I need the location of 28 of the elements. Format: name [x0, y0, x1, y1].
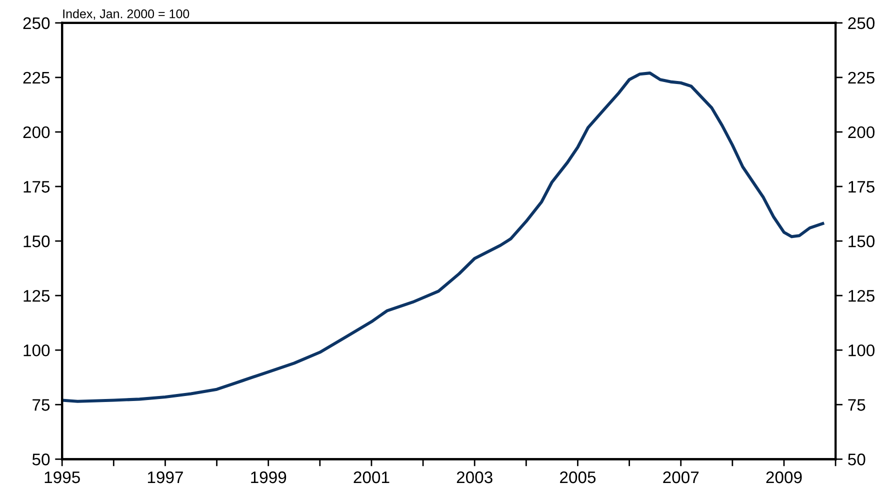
y2-tick-label: 225 [848, 72, 874, 84]
y2-tick-label: 125 [848, 290, 874, 302]
y2-tick-label: 50 [848, 454, 866, 466]
y-tick-label: 50 [32, 454, 50, 466]
y2-tick-label: 75 [848, 399, 866, 411]
y-tick-label: 200 [23, 126, 50, 138]
y-tick-label: 125 [24, 290, 50, 302]
x-tick-label: 2001 [354, 471, 390, 484]
y-tick-label: 75 [32, 399, 50, 411]
line-series [62, 72, 824, 403]
x-tick-label: 2009 [766, 471, 802, 484]
y-tick-label: 150 [24, 235, 50, 248]
y-tick-label: 175 [24, 181, 50, 193]
y2-tick-label: 100 [848, 344, 875, 356]
y-tick-label: 100 [24, 344, 50, 356]
y-tick-label: 250 [23, 17, 50, 30]
y2-tick-label: 200 [848, 126, 875, 138]
y2-tick-label: 250 [848, 17, 875, 30]
x-tick-label: 1995 [44, 471, 80, 484]
x-tick-label: 1997 [148, 471, 183, 484]
y2-tick-label: 150 [848, 235, 875, 248]
x-tick-label: 2003 [456, 471, 492, 484]
y-axis-title: Index, Jan. 2000 = 100 [63, 9, 190, 20]
x-tick-label: 1999 [251, 471, 286, 484]
x-tick-label: 2007 [663, 471, 699, 484]
y2-tick-label: 175 [848, 181, 874, 193]
y-tick-label: 225 [23, 72, 50, 84]
x-tick-label: 2005 [560, 471, 596, 484]
